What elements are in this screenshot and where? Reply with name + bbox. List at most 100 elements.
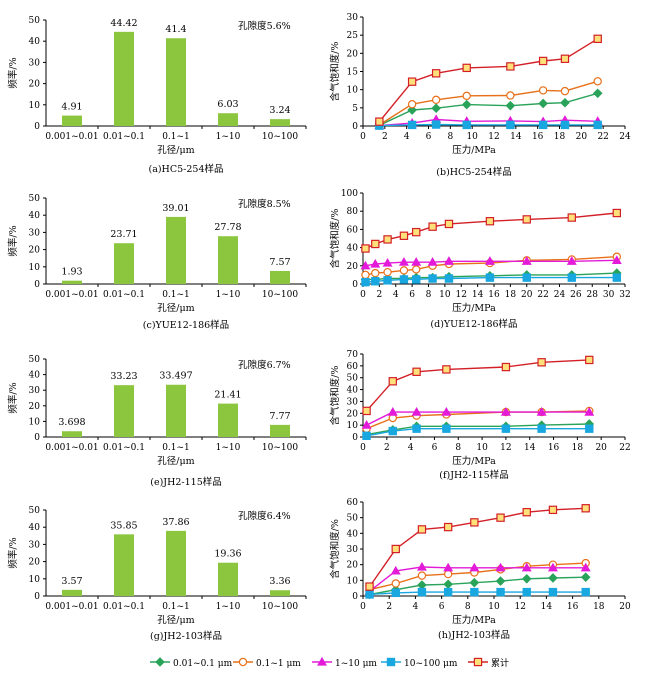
data-label: 19.36 bbox=[214, 549, 241, 560]
x-tick-label: 6 bbox=[439, 602, 445, 612]
data-label: 7.77 bbox=[269, 411, 290, 422]
data-point bbox=[506, 91, 515, 100]
x-tick-label: 6 bbox=[409, 290, 415, 300]
data-label: 21.41 bbox=[214, 390, 241, 401]
x-tick-label: 16 bbox=[532, 132, 544, 142]
series-line bbox=[366, 428, 590, 437]
y-tick-label: 0 bbox=[34, 122, 40, 132]
data-point bbox=[431, 120, 441, 129]
y-tick-label: 5 bbox=[352, 104, 358, 114]
data-point bbox=[462, 63, 471, 73]
data-point bbox=[560, 54, 570, 63]
data-point bbox=[412, 424, 421, 433]
data-point bbox=[522, 587, 531, 597]
data-point bbox=[501, 424, 511, 433]
data-label: 37.86 bbox=[162, 517, 189, 528]
data-point bbox=[580, 562, 591, 572]
x-tick-label: 26 bbox=[570, 290, 582, 300]
x-tick-label: 20 bbox=[521, 290, 533, 300]
legend-marker bbox=[317, 656, 327, 666]
bar bbox=[114, 534, 134, 596]
x-tick-label: 0 bbox=[360, 290, 366, 300]
bar bbox=[270, 119, 290, 126]
y-tick-label: 0 bbox=[352, 433, 358, 443]
data-point bbox=[538, 56, 548, 66]
bar bbox=[270, 424, 290, 437]
data-point bbox=[361, 420, 372, 429]
legend-label: 0.1~1 μm bbox=[256, 659, 301, 669]
bar bbox=[270, 270, 290, 284]
data-label: 1.93 bbox=[61, 267, 82, 278]
bar bbox=[166, 384, 186, 437]
x-tick-label: 0 bbox=[360, 132, 366, 142]
x-tick-label: 2 bbox=[382, 132, 388, 142]
data-point bbox=[375, 117, 384, 126]
data-point bbox=[496, 513, 505, 522]
data-point bbox=[411, 406, 422, 416]
x-tick-label: 0.01~0.1 bbox=[103, 443, 145, 453]
x-tick-label: 1~10 bbox=[216, 443, 241, 453]
x-tick-label: 16 bbox=[567, 602, 579, 612]
y-tick-label: 10 bbox=[347, 576, 359, 586]
x-tick-label: 1~10 bbox=[216, 290, 241, 300]
data-point bbox=[585, 355, 594, 365]
x-tick-label: 4 bbox=[393, 290, 399, 300]
y-tick-label: 30 bbox=[29, 228, 41, 238]
x-axis-title: 孔径/μm bbox=[157, 455, 194, 467]
x-tick-label: 2 bbox=[377, 290, 383, 300]
x-tick-label: 14 bbox=[524, 443, 536, 453]
x-tick-label: 18 bbox=[593, 602, 605, 612]
data-point bbox=[391, 544, 400, 554]
y-tick-label: 30 bbox=[29, 540, 41, 550]
data-point bbox=[484, 256, 495, 265]
bar bbox=[270, 590, 290, 596]
x-axis-title: 孔径/μm bbox=[157, 302, 194, 314]
y-tick-label: 0 bbox=[352, 122, 358, 132]
x-tick-label: 32 bbox=[619, 290, 630, 300]
bar-chart-1: 0 10 20 30 40 50 4.91 0.001~0.01 44.42 0.01~0.1 41… bbox=[7, 16, 307, 175]
line-chart-4: 0 10 20 30 40 50 60 0 2 4 6 8 10 12 14 16 18 20 压力/MPa 含气饱和… bbox=[329, 498, 631, 641]
porosity-label: 孔隙度6.4% bbox=[238, 510, 291, 522]
y-tick-label: 20 bbox=[347, 262, 359, 272]
x-tick-label: 2 bbox=[384, 443, 390, 453]
x-tick-label: 28 bbox=[587, 290, 599, 300]
y-tick-label: 20 bbox=[29, 246, 41, 256]
legend-label: 10~100 μm bbox=[404, 659, 458, 669]
legend-label: 0.01~0.1 μm bbox=[173, 659, 233, 669]
data-point bbox=[462, 120, 471, 130]
data-label: 3.36 bbox=[269, 576, 290, 587]
series-line bbox=[366, 411, 590, 426]
panel-caption: (f)JH2-115样品 bbox=[439, 469, 508, 481]
data-point bbox=[371, 239, 380, 249]
bar bbox=[62, 589, 82, 596]
y-tick-label: 0 bbox=[34, 592, 40, 602]
data-point bbox=[560, 86, 570, 96]
data-point bbox=[500, 406, 511, 416]
data-label: 3.698 bbox=[58, 417, 85, 428]
data-point bbox=[470, 587, 479, 597]
x-axis-title: 压力/MPa bbox=[452, 144, 496, 156]
data-point bbox=[592, 88, 603, 99]
data-label: 39.01 bbox=[162, 203, 189, 214]
data-point bbox=[399, 275, 409, 284]
data-point bbox=[431, 69, 441, 78]
y-tick-label: 30 bbox=[347, 13, 359, 23]
y-tick-label: 30 bbox=[347, 397, 359, 407]
data-point bbox=[412, 227, 421, 237]
data-point bbox=[428, 274, 437, 283]
x-tick-label: 1~10 bbox=[216, 132, 241, 142]
y-tick-label: 0 bbox=[34, 433, 40, 443]
y-tick-label: 60 bbox=[347, 225, 359, 235]
data-point bbox=[505, 100, 516, 111]
x-tick-label: 6 bbox=[426, 132, 432, 142]
y-tick-label: 10 bbox=[29, 417, 41, 427]
data-point bbox=[362, 431, 371, 441]
x-tick-label: 22 bbox=[537, 290, 548, 300]
x-tick-label: 14 bbox=[541, 602, 553, 612]
data-point bbox=[593, 120, 602, 130]
legend-item: 1~10 μm bbox=[312, 656, 377, 669]
data-point bbox=[536, 406, 547, 416]
data-point bbox=[443, 569, 453, 579]
data-point bbox=[522, 273, 531, 282]
